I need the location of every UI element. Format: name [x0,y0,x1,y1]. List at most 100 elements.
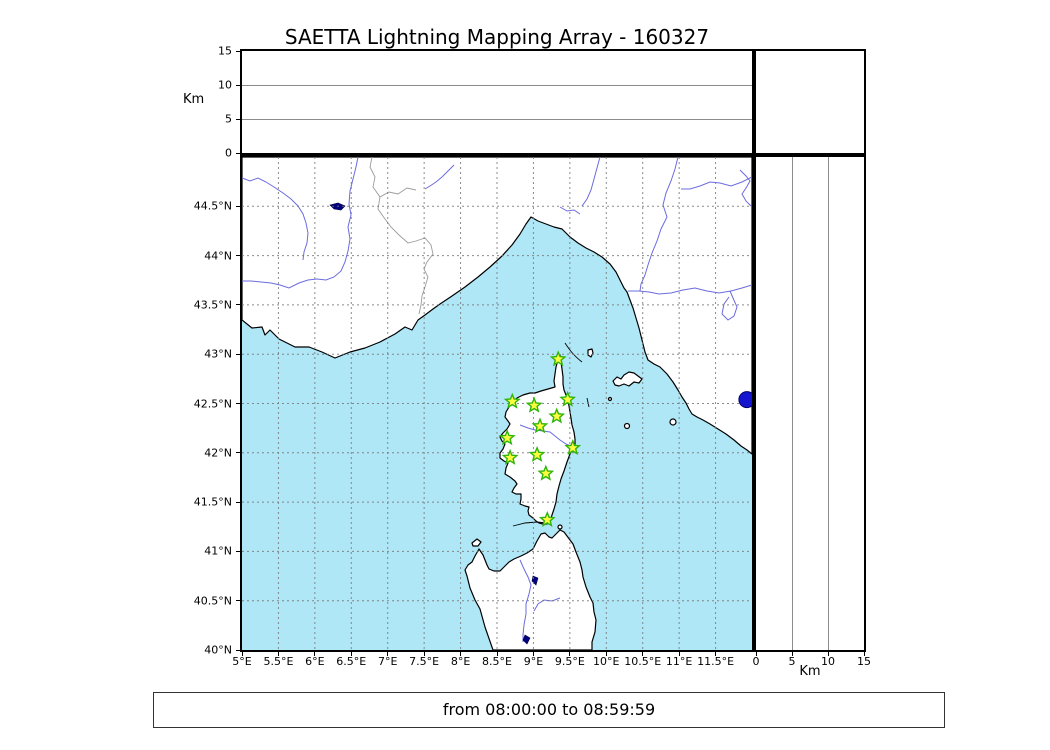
graticule [242,157,752,650]
alt-tick-right-panel [827,652,829,656]
lon-tick-label: 9.5°E [554,655,585,668]
lon-tick [241,652,243,656]
flash-point-marker [738,391,752,409]
lon-tick [678,652,680,656]
lat-tick-label: 42.5°N [193,397,232,410]
lon-tick [423,652,425,656]
lon-tick-label: 11°E [665,655,693,668]
lat-tick-label: 42°N [204,446,232,460]
alt-tick-label-right-panel: 10 [821,655,835,668]
lon-tick-label: 7.5°E [409,655,440,668]
lat-tick-label: 40.5°N [193,594,232,608]
lon-tick-label: 6.5°E [336,655,367,668]
altitude-vs-longitude-panel [240,49,754,155]
map [242,157,752,650]
river [721,290,738,321]
river [581,157,601,207]
map-panel [240,155,754,652]
alt-tick-label-top-panel: 15 [218,44,232,58]
lake [522,634,531,645]
lon-tick-label: 5.5°E [263,655,294,668]
river [681,176,752,190]
alt-tick-top-panel [236,118,240,120]
top-panel-gridline [242,85,752,86]
station-star-marker [498,429,516,446]
lon-tick [532,652,534,656]
lat-tick [236,501,240,503]
lon-tick-label: 6°E [305,655,325,668]
stations-layer [498,350,752,528]
river [628,284,752,295]
island-elba [612,371,643,387]
lon-tick-label: 7°E [377,655,398,668]
station-star-marker [531,417,549,434]
station-star-marker [548,407,566,424]
lat-tick-label: 40°N [204,643,232,657]
river [242,177,309,261]
altitude-vs-latitude-panel [754,155,866,652]
km-axis-label-top-panel: Km [183,92,205,107]
lon-tick [350,652,352,656]
lon-tick-label: 9°E [523,655,544,668]
alt-tick-top-panel [236,152,240,154]
station-star-marker [525,396,543,413]
country-borders [369,157,434,315]
lon-tick [314,652,316,656]
border-france-italy [369,157,434,315]
alt-tick-top-panel [236,50,240,52]
alt-tick-label-top-panel: 10 [218,78,232,92]
station-star-marker [537,464,555,481]
lat-tick [236,205,240,207]
island-sardinia [464,529,597,650]
time-range-label: from 08:00:00 to 08:59:59 [442,700,656,719]
station-star-marker [501,448,519,465]
lon-tick-label: 8.5°E [482,655,512,668]
landmasses [242,157,752,650]
island-giglio [669,418,677,426]
right-panel-gridline [828,157,829,650]
station-star-marker [503,392,521,409]
alt-tick-label-right-panel: 0 [752,655,760,668]
lat-tick-label: 41.5°N [193,495,232,509]
lat-tick-label: 44°N [204,249,232,263]
island-capraia [587,348,594,358]
lon-tick [569,652,571,656]
station-star-marker [549,350,567,367]
lat-tick-label: 41°N [204,544,232,558]
bonifacio-coast [512,521,548,527]
river [739,169,752,207]
lat-tick-label: 44.5°N [193,199,232,213]
river [519,559,532,642]
lon-tick [460,652,462,656]
lat-tick [236,550,240,552]
alt-tick-right-panel [755,652,757,656]
lat-tick-label: 43.5°N [193,298,232,312]
alt-tick-top-panel [236,84,240,86]
alt-tick-label-top-panel: 5 [225,112,232,126]
station-star-marker [559,390,577,407]
lon-tick [715,652,717,656]
island-pianosa [623,422,631,430]
alt-tick-label-right-panel: 5 [788,655,796,668]
station-star-marker [564,439,582,455]
coast-details [512,342,590,527]
alt-tick-label-top-panel: 0 [225,146,232,160]
lon-tick-label: 8°E [450,655,471,668]
lon-tick [605,652,607,656]
river [639,157,679,292]
mainland-france-italy-coast [242,157,752,455]
chart-title: SAETTA Lightning Mapping Array - 160327 [284,25,710,49]
island-maddalena [557,524,563,530]
lon-tick [496,652,498,656]
island-asinara [471,538,482,547]
lat-tick [236,255,240,257]
lat-tick [236,304,240,306]
lat-tick [236,600,240,602]
top-panel-gridline [242,119,752,120]
alt-tick-right-panel [863,652,865,656]
station-star-marker [538,510,556,528]
lon-tick-label: 10.5°E [624,655,662,668]
lon-tick-label: 10°E [593,655,620,668]
station-star-marker [528,445,546,462]
